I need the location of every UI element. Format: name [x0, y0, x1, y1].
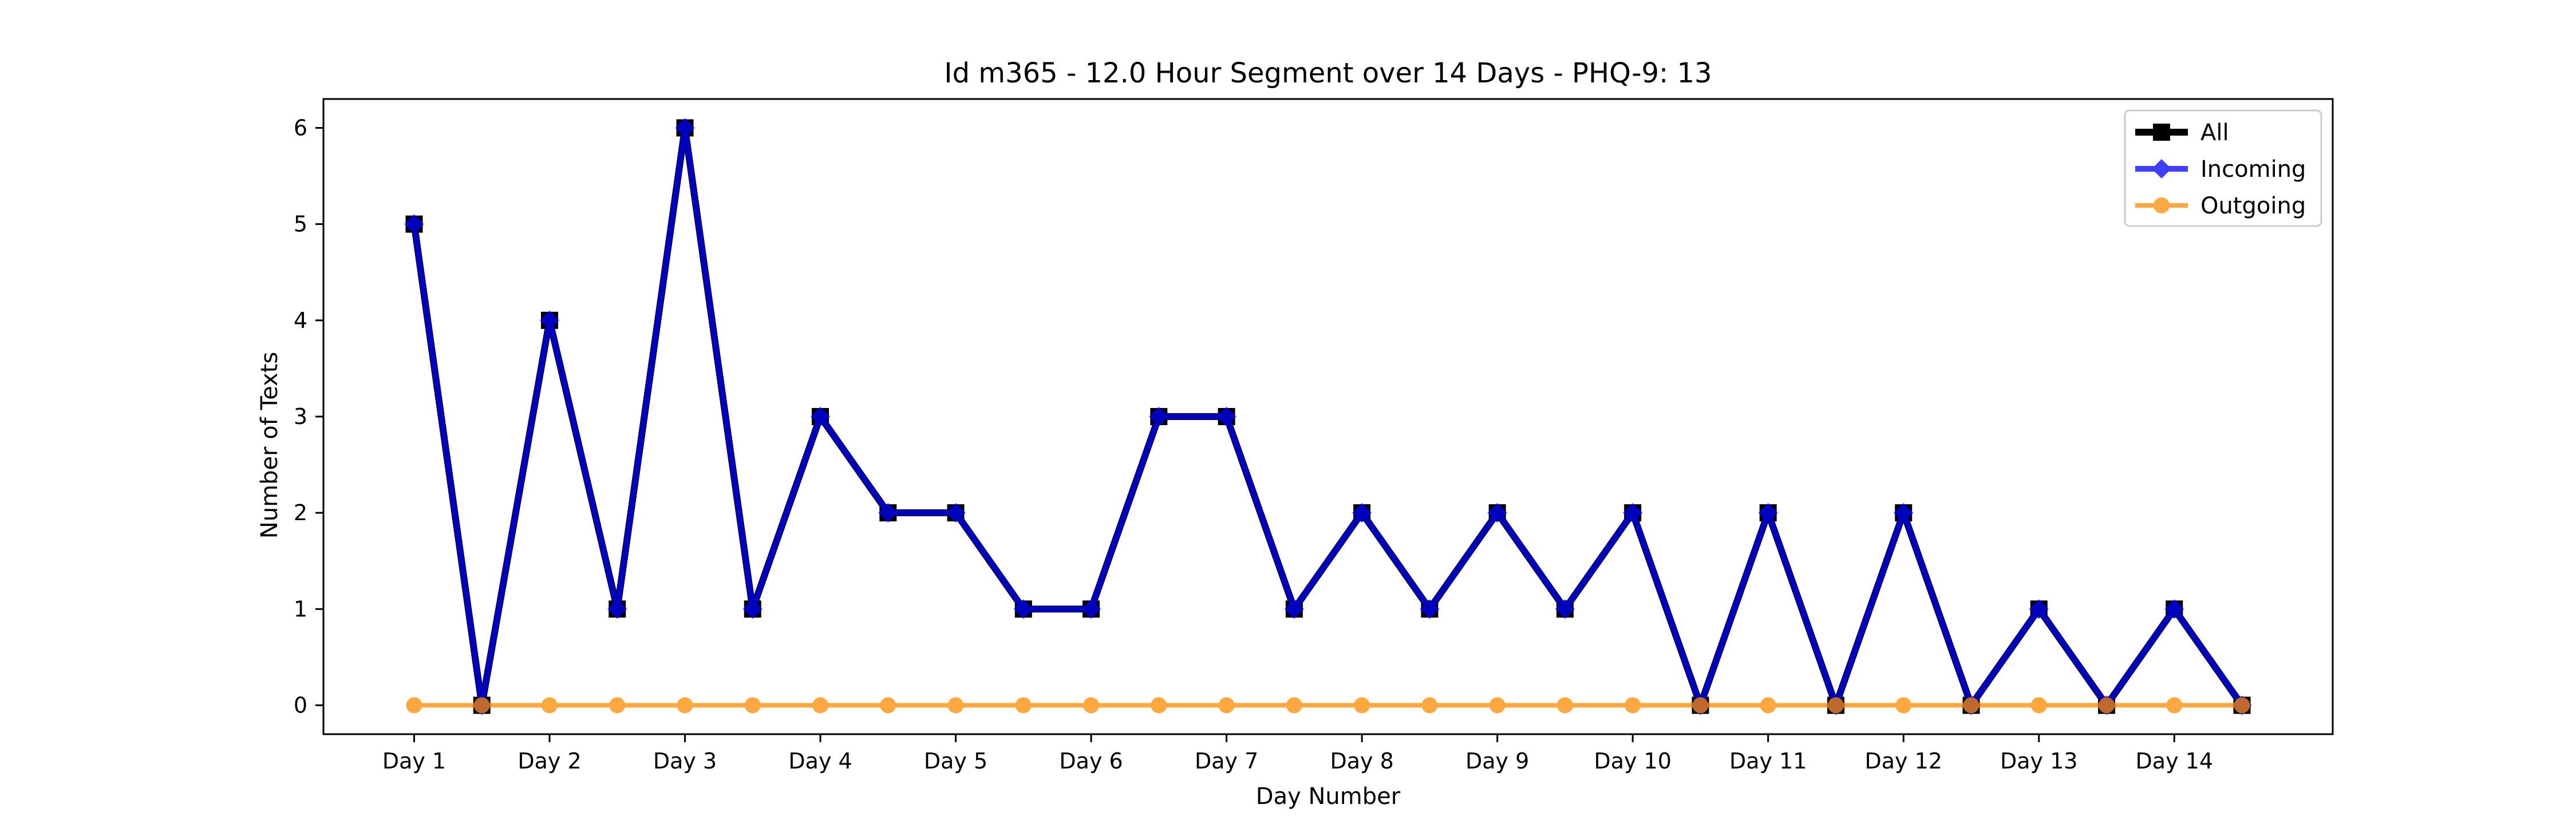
- data-point: [541, 697, 558, 714]
- data-point: [812, 697, 829, 714]
- data-point: [1354, 697, 1370, 714]
- data-point: [675, 118, 695, 138]
- x-tick-label: Day 8: [1330, 748, 1393, 774]
- data-point: [2030, 697, 2047, 714]
- legend-marker: [2153, 124, 2170, 141]
- data-point: [1421, 697, 1438, 714]
- data-point: [1827, 697, 1844, 714]
- data-point: [744, 697, 761, 714]
- legend-box: [2124, 109, 2322, 227]
- data-point: [742, 599, 762, 619]
- plot-frame: [322, 98, 2334, 735]
- x-tick-label: Day 14: [2136, 748, 2213, 774]
- data-point: [1489, 697, 1506, 714]
- data-point: [2166, 697, 2183, 714]
- chart-title: Id m365 - 12.0 Hour Segment over 14 Days…: [944, 57, 1712, 89]
- legend: All Incoming Outgoing: [2124, 109, 2322, 227]
- x-tick-label: Day 1: [382, 748, 446, 774]
- data-point: [1894, 503, 1914, 523]
- data-point: [1692, 697, 1709, 714]
- data-point: [1758, 503, 1778, 523]
- legend-label: All: [2200, 120, 2229, 146]
- data-point: [1895, 697, 1912, 714]
- x-tick-label: Day 4: [788, 748, 852, 774]
- data-point: [1083, 697, 1100, 714]
- data-point: [2029, 599, 2049, 619]
- data-point: [1081, 599, 1101, 619]
- data-point: [1352, 503, 1372, 523]
- data-point: [2234, 697, 2250, 714]
- data-point: [1623, 503, 1643, 523]
- x-axis-label: Day Number: [1256, 783, 1401, 810]
- legend-marker: [2154, 197, 2170, 213]
- legend-swatch: [2135, 124, 2188, 141]
- y-tick-label: 2: [294, 500, 307, 525]
- data-point: [1149, 407, 1169, 426]
- legend-swatch: [2135, 159, 2188, 179]
- legend-label: Outgoing: [2200, 193, 2306, 219]
- axis-ticks: 0 1 2 3 4 5 6 Day 1 Day 2 Day 3 Day 4 Day 5 Day 6 Day…: [294, 115, 2213, 774]
- y-axis-label: Number of Texts: [256, 352, 283, 538]
- data-point: [1420, 599, 1440, 619]
- data-point: [811, 407, 831, 426]
- data-point: [607, 599, 627, 619]
- data-point: [1216, 407, 1236, 426]
- x-tick-label: Day 5: [924, 748, 987, 774]
- data-point: [539, 310, 559, 330]
- data-point: [406, 697, 422, 714]
- series-line: [411, 125, 2245, 708]
- legend-swatch: [2135, 197, 2188, 213]
- data-point: [1013, 599, 1033, 619]
- x-tick-label: Day 11: [1729, 748, 1807, 774]
- data-point: [1286, 697, 1302, 714]
- data-point: [1555, 599, 1575, 619]
- y-tick-label: 0: [294, 693, 307, 718]
- data-point: [1963, 697, 1980, 714]
- x-tick-label: Day 12: [1864, 748, 1942, 774]
- data-point: [1487, 503, 1507, 523]
- x-tick-label: Day 9: [1465, 748, 1529, 774]
- data-point: [947, 697, 964, 714]
- data-point: [878, 503, 898, 523]
- x-tick-label: Day 7: [1195, 748, 1258, 774]
- data-point: [1760, 697, 1776, 714]
- data-point: [880, 697, 896, 714]
- data-point: [2099, 697, 2115, 714]
- data-point: [404, 214, 424, 234]
- data-point: [473, 697, 490, 714]
- data-point: [2164, 599, 2184, 619]
- data-point: [1151, 697, 1167, 714]
- data-point: [1218, 697, 1235, 714]
- data-point: [1284, 599, 1304, 619]
- legend-label: Incoming: [2200, 156, 2306, 183]
- x-tick-label: Day 2: [517, 748, 581, 774]
- legend-marker: [2152, 159, 2171, 179]
- y-tick-label: 1: [294, 596, 307, 621]
- x-tick-label: Day 3: [653, 748, 717, 774]
- x-tick-label: Day 13: [2000, 748, 2077, 774]
- y-tick-label: 5: [294, 212, 307, 237]
- x-tick-label: Day 10: [1594, 748, 1671, 774]
- data-point: [1015, 697, 1032, 714]
- data-point: [946, 503, 966, 523]
- y-tick-label: 3: [294, 404, 307, 429]
- data-point: [677, 697, 693, 714]
- data-point: [609, 697, 626, 714]
- series-layer: [404, 118, 2252, 715]
- x-tick-label: Day 6: [1059, 748, 1123, 774]
- data-point: [1625, 697, 1641, 714]
- y-tick-label: 6: [294, 115, 307, 140]
- y-tick-label: 4: [294, 308, 307, 333]
- series-outgoing: [406, 697, 2250, 714]
- data-point: [1556, 697, 1573, 714]
